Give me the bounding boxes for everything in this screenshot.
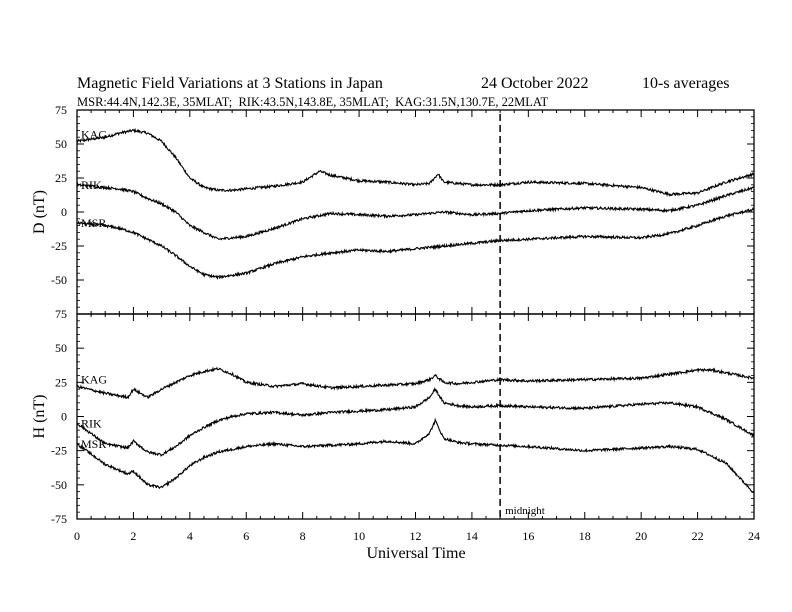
x-tick-label: 16	[522, 529, 534, 543]
x-tick-label: 22	[692, 529, 704, 543]
y-tick-label: 75	[55, 307, 67, 321]
y-tick-label: 50	[55, 137, 67, 151]
x-axis-label: Universal Time	[366, 545, 465, 562]
y-tick-label: -50	[51, 273, 67, 287]
y-tick-label: -50	[51, 478, 67, 492]
chart-title: Magnetic Field Variations at 3 Stations …	[77, 75, 383, 92]
series-label-RIK-H: RIK	[81, 416, 102, 430]
series-label-RIK-D: RIK	[81, 178, 102, 192]
series-label-MSR-D: MSR	[81, 216, 106, 230]
x-tick-label: 2	[130, 529, 136, 543]
panel-frame-H	[76, 313, 755, 520]
x-tick-label: 18	[579, 529, 591, 543]
chart-averaging: 10-s averages	[642, 75, 730, 92]
x-tick-label: 20	[635, 529, 647, 543]
series-KAG-H	[76, 366, 755, 400]
series-MSR-D	[76, 207, 755, 281]
y-tick-label: -25	[51, 444, 67, 458]
panel-frame-D	[76, 109, 755, 315]
x-tick-label: 4	[187, 529, 193, 543]
y-tick-label: -25	[51, 239, 67, 253]
y-tick-label: -75	[51, 512, 67, 526]
x-tick-label: 10	[353, 529, 365, 543]
y-tick-label: 25	[55, 171, 67, 185]
y-axis-label-D: D (nT)	[31, 190, 48, 234]
series-RIK-H	[76, 387, 755, 458]
y-axis-label-H: H (nT)	[31, 395, 48, 439]
y-tick-label: 50	[55, 341, 67, 355]
x-tick-label: 24	[748, 529, 760, 543]
series-RIK-D	[76, 181, 755, 241]
series-MSR-H	[76, 417, 755, 493]
series-KAG-D	[76, 127, 755, 198]
y-tick-label: 0	[61, 205, 67, 219]
chart-date: 24 October 2022	[481, 75, 589, 92]
x-tick-label: 12	[410, 529, 422, 543]
midnight-label: midnight	[505, 505, 545, 517]
series-label-KAG-H: KAG	[81, 373, 107, 387]
y-tick-label: 25	[55, 375, 67, 389]
y-tick-label: 75	[55, 103, 67, 117]
series-label-KAG-D: KAG	[81, 127, 107, 141]
y-tick-label: 0	[61, 410, 67, 424]
stations-line: MSR:44.4N,142.3E, 35MLAT; RIK:43.5N,143.…	[77, 95, 549, 109]
x-tick-label: 8	[300, 529, 306, 543]
x-tick-label: 6	[243, 529, 249, 543]
x-tick-label: 0	[74, 529, 80, 543]
plot-area: 75 50 25 0 -25 -50 D (nT) KAG RIK MSR 75 50 25 0 -25 -5…	[31, 103, 760, 543]
x-tick-label: 14	[466, 529, 478, 543]
series-label-MSR-H: MSR	[81, 437, 106, 451]
